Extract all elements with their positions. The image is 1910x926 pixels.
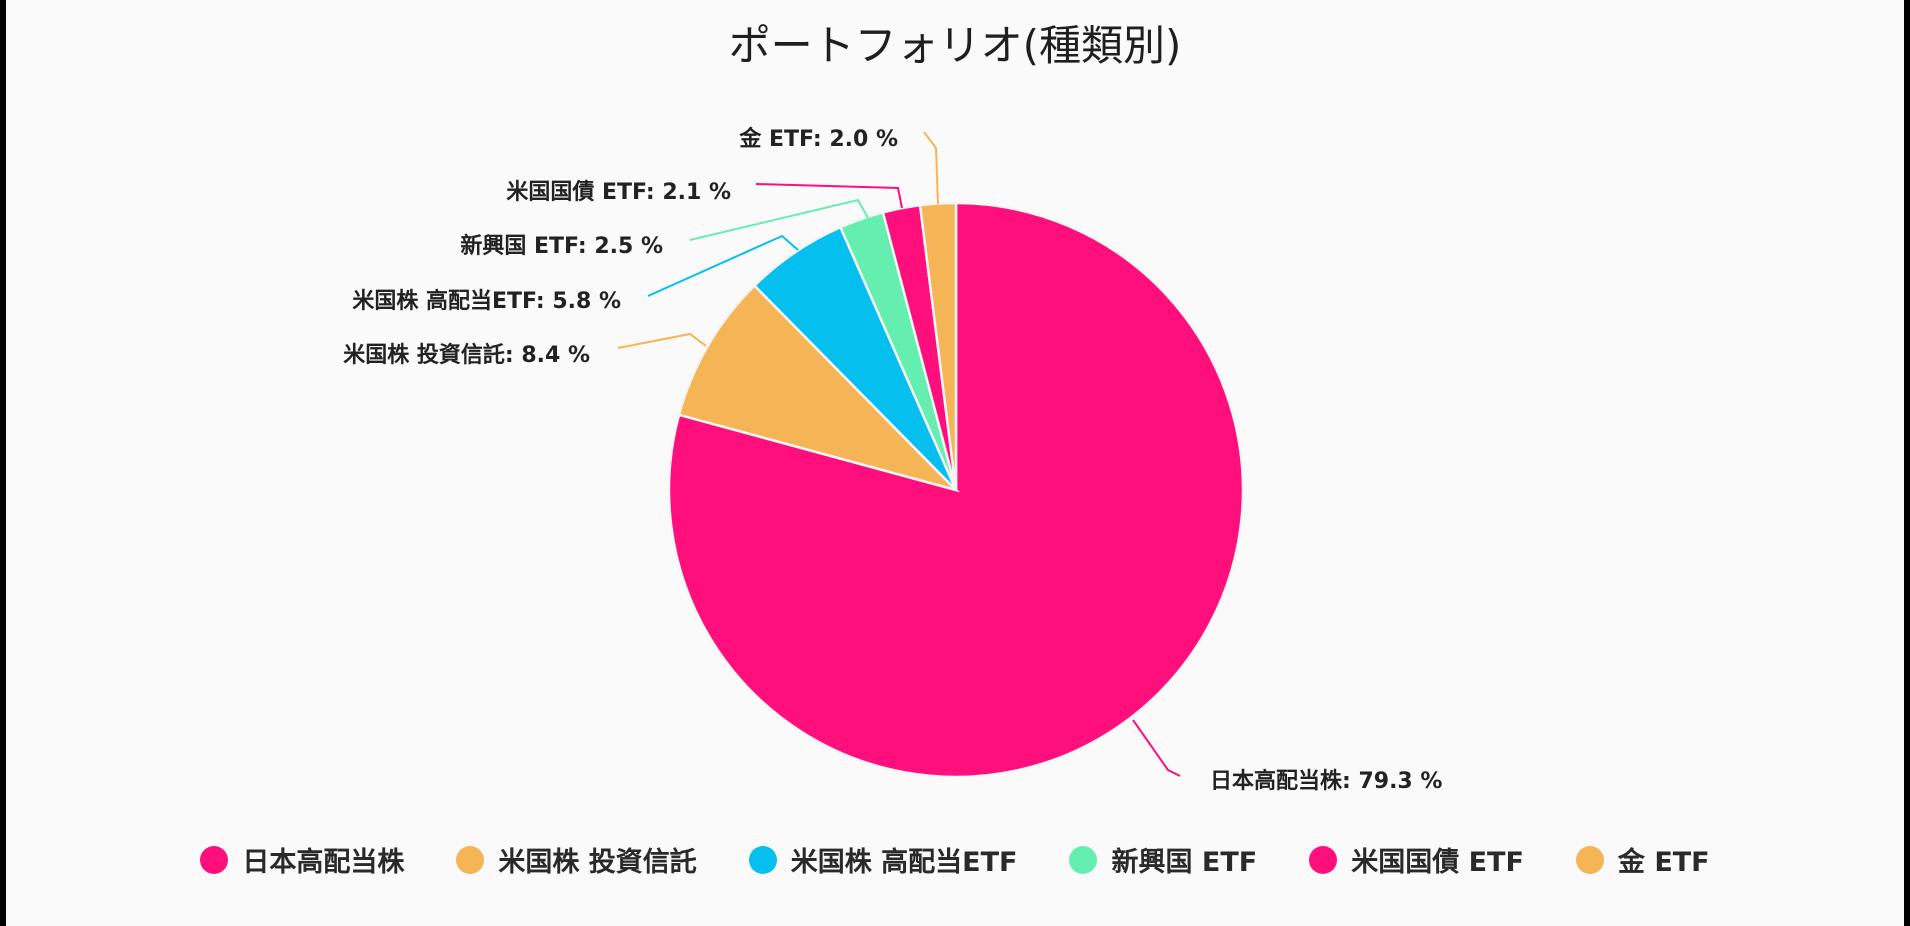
leader-line-6 [923,131,939,205]
legend-item-5[interactable]: 米国国債 ETF [1309,840,1524,879]
leader-line-5 [755,183,903,209]
legend-label: 米国株 投資信託 [498,847,697,878]
legend-label: 日本高配当株 [242,847,405,878]
legend-label: 米国株 高配当ETF [790,847,1018,878]
slice-label-1: 日本高配当株: 79.3 % [1210,768,1442,794]
leader-line-2 [617,332,707,349]
slice-label-3: 米国株 高配当ETF: 5.8 % [352,288,621,314]
slice-label-2: 米国株 投資信託: 8.4 % [343,342,590,368]
legend-item-3[interactable]: 米国株 高配当ETF [748,840,1018,879]
legend-marker-icon [456,845,485,874]
legend-marker-icon [748,845,777,874]
slice-label-5: 米国国債 ETF: 2.1 % [506,180,731,205]
legend-marker-icon [1069,845,1098,874]
left-border [0,0,6,926]
slice-label-6: 金 ETF: 2.0 % [738,126,898,152]
legend-marker-icon [200,845,229,874]
leader-line-1 [1132,719,1181,777]
legend-label: 新興国 ETF [1111,847,1258,878]
legend-item-1[interactable]: 日本高配当株 [200,840,404,879]
leader-line-4 [689,198,869,241]
chart-legend: 日本高配当株 米国株 投資信託 米国株 高配当ETF 新興国 ETF 米国国債 ETF 金… [0,840,1910,879]
slice-label-4: 新興国 ETF: 2.5 % [460,233,663,259]
legend-label: 金 ETF [1617,847,1710,878]
right-border [1904,0,1910,926]
legend-label: 米国国債 ETF [1351,847,1524,878]
legend-item-6[interactable]: 金 ETF [1575,840,1710,879]
pie-slice-2[interactable] [677,283,961,493]
legend-marker-icon [1575,845,1604,874]
legend-item-2[interactable]: 米国株 投資信託 [456,840,697,879]
chart-title: ポートフォリオ(種類別) [728,21,1182,70]
legend-marker-icon [1309,845,1338,874]
legend-item-4[interactable]: 新興国 ETF [1069,840,1257,879]
leader-line-3 [647,234,799,297]
